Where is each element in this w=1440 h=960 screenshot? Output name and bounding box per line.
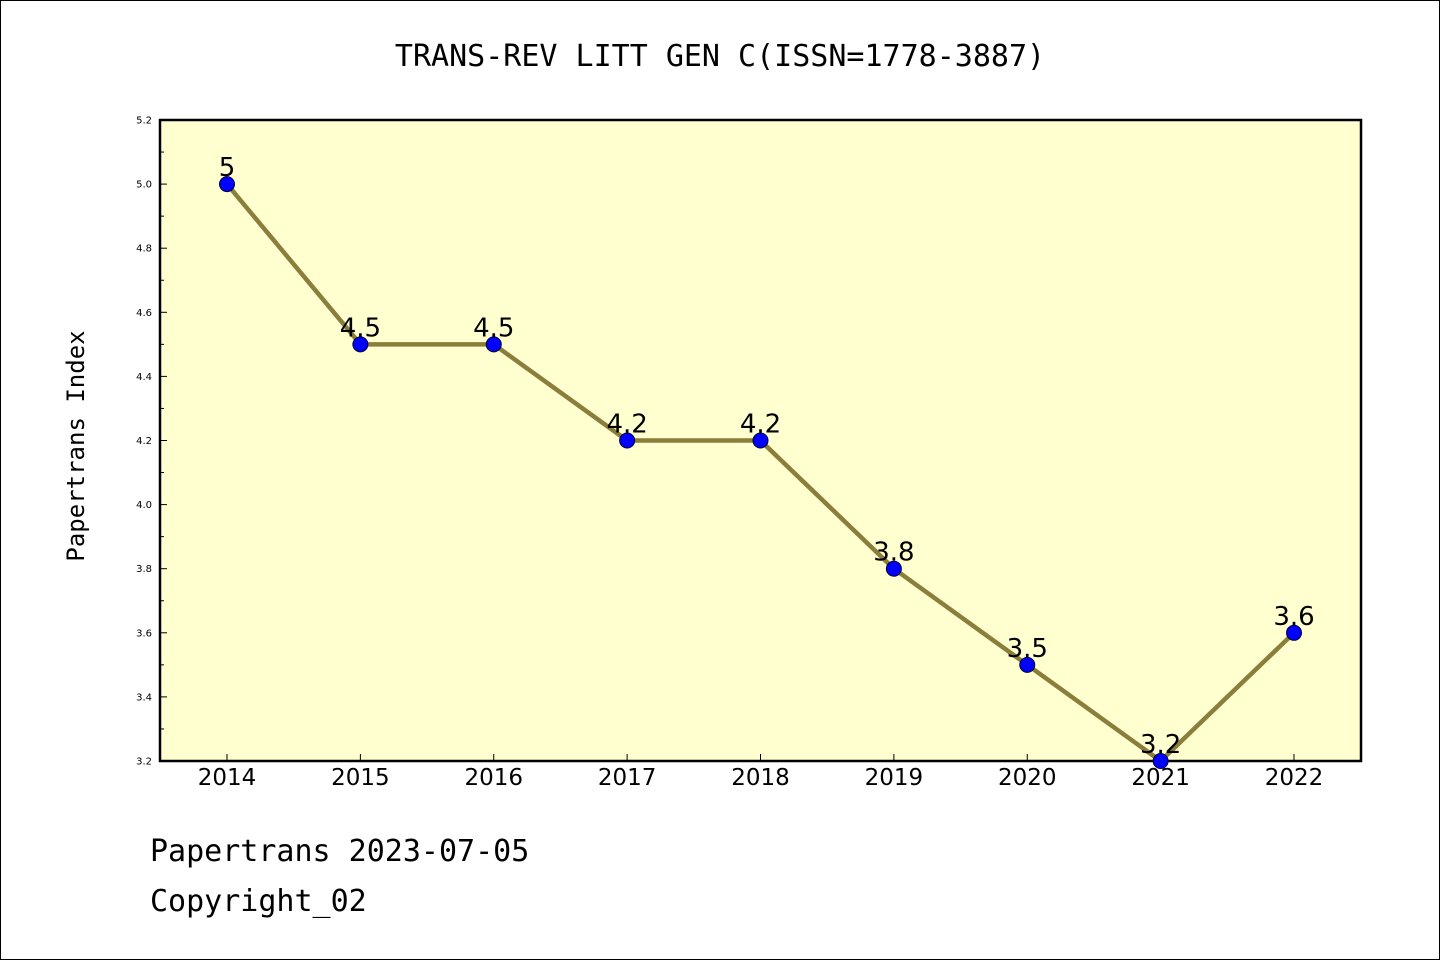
data-label: 3.2 — [1140, 730, 1181, 760]
data-label: 4.5 — [340, 313, 381, 343]
x-tick-label: 2020 — [998, 765, 1057, 791]
x-tick-label: 2021 — [1131, 765, 1190, 791]
data-point — [885, 560, 902, 577]
data-label: 3.6 — [1273, 602, 1314, 632]
data-point — [752, 432, 769, 449]
data-label: 5 — [219, 153, 236, 183]
x-tick-label: 2022 — [1265, 765, 1324, 791]
data-point — [1019, 656, 1036, 673]
x-tick-label: 2018 — [731, 765, 790, 791]
data-point — [1286, 624, 1302, 641]
y-tick-label: 3.8 — [136, 564, 152, 575]
data-point — [619, 432, 636, 449]
data-point — [1152, 753, 1169, 769]
x-tick-label: 2019 — [865, 765, 924, 791]
x-tick-label: 2017 — [598, 765, 657, 791]
y-tick-label: 4.6 — [136, 308, 152, 319]
data-point — [352, 336, 369, 353]
data-label: 3.8 — [873, 538, 914, 568]
y-tick-label: 5.2 — [136, 116, 152, 127]
y-tick-label: 4.8 — [136, 244, 152, 255]
y-tick-label: 5.0 — [136, 180, 152, 191]
y-tick-label: 3.4 — [136, 692, 152, 703]
series-line — [219, 176, 1302, 769]
x-tick-label: 2014 — [198, 765, 257, 791]
y-tick-label: 4.4 — [136, 372, 152, 383]
data-point — [485, 336, 502, 353]
y-tick-label: 4.0 — [136, 500, 152, 511]
y-tick-label: 3.2 — [136, 757, 152, 768]
data-label: 4.2 — [606, 410, 647, 440]
data-labels: 5 4.5 4.5 4.2 4.2 3.8 3.5 3.2 3.6 — [219, 153, 1315, 760]
footer-date: Papertrans 2023-07-05 — [150, 834, 530, 869]
data-label: 4.2 — [740, 410, 781, 440]
data-label: 3.5 — [1007, 634, 1048, 664]
data-point — [219, 176, 235, 193]
chart-title: TRANS-REV LITT GEN C(ISSN=1778-3887) — [395, 39, 1045, 74]
footer-copyright: Copyright_02 — [150, 884, 367, 919]
x-axis: 2014 2015 2016 2017 2018 2019 2020 2021 2022 — [198, 754, 1324, 791]
y-axis: 3.2 3.4 3.6 3.8 4.0 4.2 4.4 4.6 4.8 5.0 5.2 — [136, 116, 167, 768]
y-tick-label: 4.2 — [136, 436, 152, 447]
y-tick-label: 3.6 — [136, 628, 152, 639]
y-axis-label: Papertrans Index — [62, 330, 90, 561]
x-tick-label: 2015 — [331, 765, 390, 791]
data-label: 4.5 — [473, 313, 514, 343]
x-tick-label: 2016 — [464, 765, 523, 791]
